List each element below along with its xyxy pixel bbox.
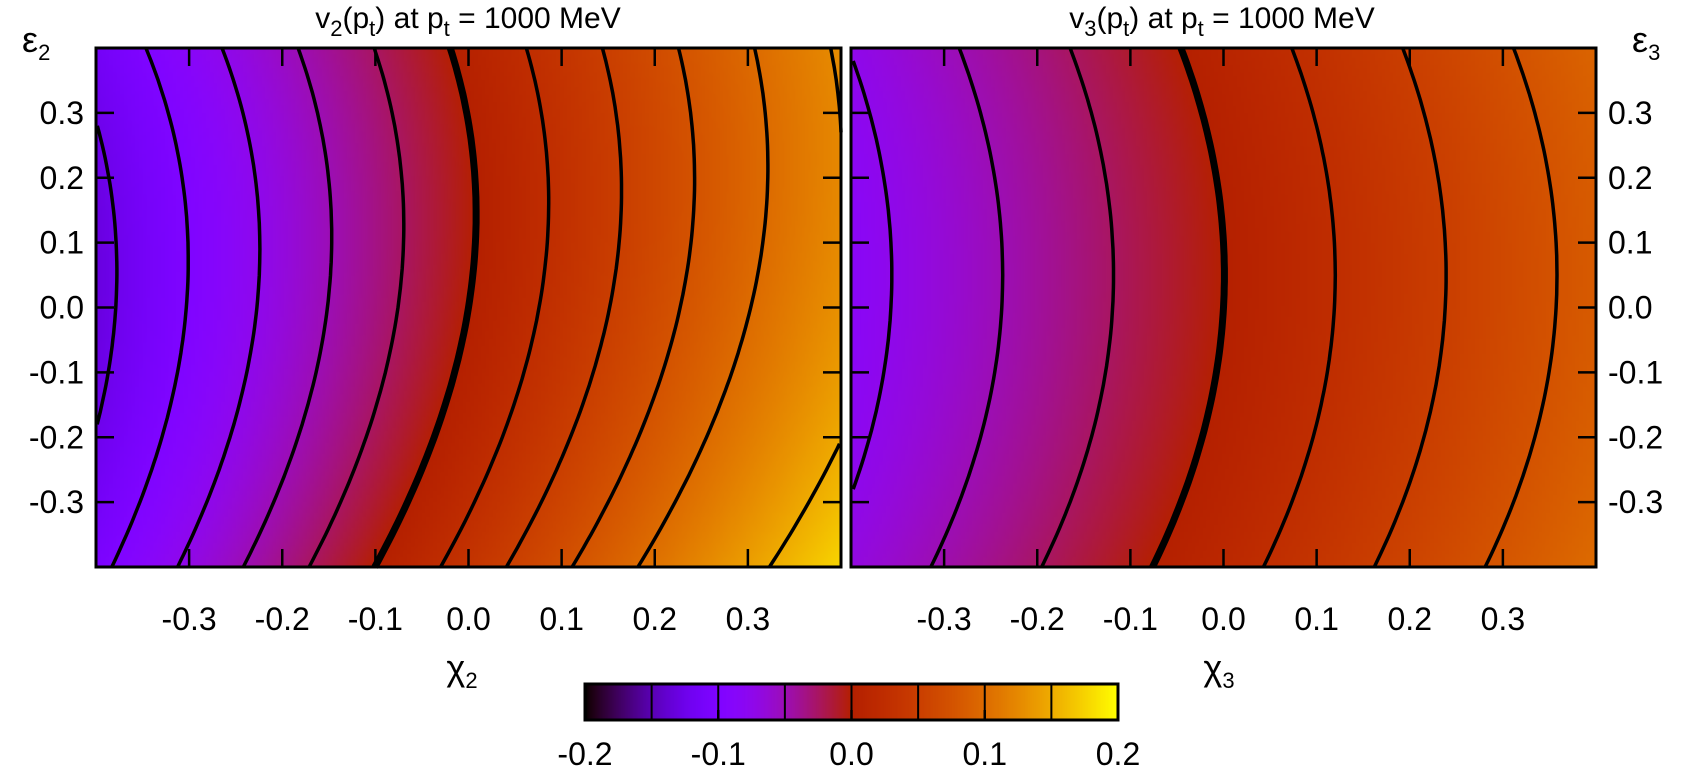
colorbar-tick-label: 0.0 — [829, 736, 873, 772]
chart-title-v2: v2(pt) at pt = 1000 MeV — [315, 2, 621, 41]
x-tick-label: -0.2 — [1010, 601, 1065, 637]
y-tick-label: 0.3 — [40, 95, 84, 131]
contour-line — [929, 47, 1005, 568]
ticks-v2: -0.3 -0.2 -0.1 0.0 0.1 0.2 0.3 0.3 0.2 0.1 0.0 -0.1… — [29, 48, 841, 637]
contour-line — [1372, 47, 1448, 568]
x-axis-label-v2: χ2 — [446, 647, 477, 693]
y-axis-label-v2: ε2 — [22, 19, 50, 65]
x-tick-label: 0.1 — [1294, 601, 1338, 637]
x-tick-label: -0.1 — [348, 601, 403, 637]
colorbar: -0.2 -0.1 0.0 0.1 0.2 — [557, 682, 1140, 772]
x-tick-label: 0.2 — [1388, 601, 1432, 637]
y-tick-label: -0.2 — [1608, 419, 1663, 455]
y-axis-label-v3: ε3 — [1632, 19, 1660, 65]
colorbar-tick-label: 0.2 — [1096, 736, 1140, 772]
contour-line — [439, 47, 551, 568]
contour-line — [95, 125, 119, 425]
x-tick-label: -0.3 — [917, 601, 972, 637]
y-tick-label: 0.2 — [1608, 160, 1652, 196]
contour-line — [1040, 47, 1116, 568]
y-tick-label: 0.0 — [1608, 290, 1652, 326]
contour-line — [176, 47, 262, 568]
y-tick-label: -0.3 — [1608, 484, 1663, 520]
y-tick-label: 0.0 — [40, 290, 84, 326]
x-tick-label: 0.2 — [633, 601, 677, 637]
contour-line — [851, 60, 894, 490]
colorbar-ticks: -0.2 -0.1 0.0 0.1 0.2 — [557, 710, 1140, 772]
x-tick-label: -0.3 — [162, 601, 217, 637]
contour-line — [570, 47, 697, 568]
y-tick-label: 0.3 — [1608, 95, 1652, 131]
contour-line — [1261, 47, 1338, 568]
contours-v3 — [851, 46, 1559, 569]
x-tick-label: -0.1 — [1103, 601, 1158, 637]
colorbar-tick-label: -0.1 — [691, 736, 746, 772]
x-tick-label: 0.3 — [726, 601, 770, 637]
panel-v2: -0.3 -0.2 -0.1 0.0 0.1 0.2 0.3 0.3 0.2 0.1 0.0 -0.1… — [22, 2, 843, 693]
y-tick-label: -0.3 — [29, 484, 84, 520]
x-axis-label-v3: χ3 — [1203, 647, 1234, 693]
contour-line — [636, 47, 770, 568]
y-tick-label: 0.1 — [1608, 225, 1652, 261]
contour-line — [307, 47, 406, 568]
y-tick-label: -0.1 — [1608, 354, 1663, 390]
x-tick-label: 0.1 — [539, 601, 583, 637]
y-tick-label: -0.1 — [29, 354, 84, 390]
contour-line — [1149, 46, 1228, 569]
ticks-v3: -0.3 -0.2 -0.1 0.0 0.1 0.2 0.3 0.3 0.2 0.1 0.0 -0.1… — [851, 48, 1663, 637]
x-tick-label: 0.3 — [1481, 601, 1525, 637]
x-tick-label: 0.0 — [1201, 601, 1245, 637]
contour-line — [371, 46, 480, 569]
x-tick-label: -0.2 — [255, 601, 310, 637]
contour-line — [1483, 47, 1559, 568]
y-tick-label: 0.1 — [40, 225, 84, 261]
colorbar-tick-label: 0.1 — [963, 736, 1007, 772]
panel-v3: -0.3 -0.2 -0.1 0.0 0.1 0.2 0.3 0.3 0.2 0.1 0.0 -0.1… — [849, 2, 1663, 693]
y-tick-label: -0.2 — [29, 419, 84, 455]
chart-title-v3: v3(pt) at pt = 1000 MeV — [1069, 2, 1375, 41]
x-tick-label: 0.0 — [446, 601, 490, 637]
y-tick-label: 0.2 — [40, 160, 84, 196]
contour-line — [110, 47, 190, 568]
contour-line — [504, 47, 624, 568]
colorbar-tick-label: -0.2 — [557, 736, 612, 772]
contour-line — [241, 47, 334, 568]
contour-line — [767, 442, 842, 568]
